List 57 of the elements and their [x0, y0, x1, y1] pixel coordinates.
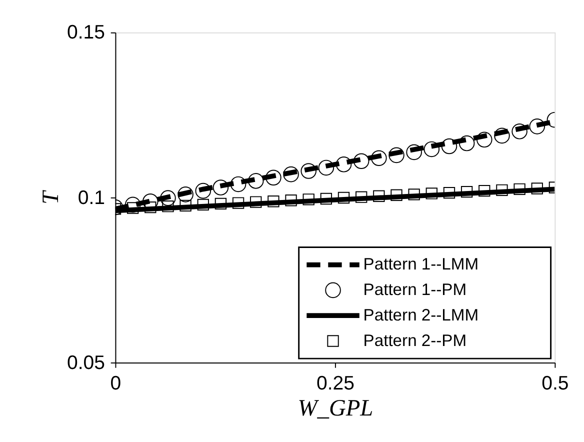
point [250, 196, 262, 208]
point [178, 186, 194, 202]
point [460, 186, 473, 198]
legend-label: Pattern 1--PM [363, 280, 467, 300]
point [424, 141, 440, 158]
y-axis-title: T [38, 189, 64, 204]
point [197, 198, 209, 211]
point [529, 118, 546, 134]
point [478, 184, 490, 197]
x-tick-label: 0.25 [316, 372, 355, 394]
y-tick-label: 0.1 [78, 186, 105, 209]
point [408, 188, 420, 200]
point [406, 144, 422, 160]
legend-label: Pattern 2--LMM [363, 305, 479, 324]
point [212, 180, 229, 196]
legend-label: Pattern 2--PM [363, 330, 467, 350]
point [388, 147, 404, 164]
point [230, 176, 246, 192]
point [214, 198, 227, 210]
point [160, 190, 176, 206]
point [180, 200, 192, 212]
point [514, 183, 526, 196]
point [338, 192, 350, 204]
y-tick-label: 0.05 [67, 352, 106, 374]
x-axis-title: W_GPL [298, 396, 374, 422]
point [353, 153, 370, 169]
point [300, 163, 316, 179]
point [458, 135, 475, 152]
point [283, 166, 299, 182]
point [512, 124, 528, 140]
x-tick-label: 0 [110, 372, 122, 394]
point [443, 186, 456, 199]
point [390, 189, 402, 201]
point [318, 160, 334, 176]
point [494, 128, 510, 144]
point [302, 194, 314, 206]
y-tick-label: 0.15 [67, 22, 106, 44]
point [248, 173, 264, 189]
point [232, 197, 244, 209]
point [268, 196, 280, 208]
point [476, 132, 492, 148]
point [373, 190, 385, 202]
point [195, 182, 212, 199]
x-tick-label: 0.5 [542, 372, 569, 394]
point [144, 201, 156, 214]
point [356, 191, 368, 203]
point [320, 192, 332, 205]
point [371, 150, 387, 166]
point [496, 184, 508, 196]
point [266, 170, 282, 186]
point [285, 194, 297, 206]
point [162, 200, 174, 212]
point [336, 156, 352, 172]
point [531, 182, 543, 194]
point [441, 138, 458, 154]
point [426, 188, 438, 200]
legend-label: Pattern 1--LMM [363, 254, 479, 274]
